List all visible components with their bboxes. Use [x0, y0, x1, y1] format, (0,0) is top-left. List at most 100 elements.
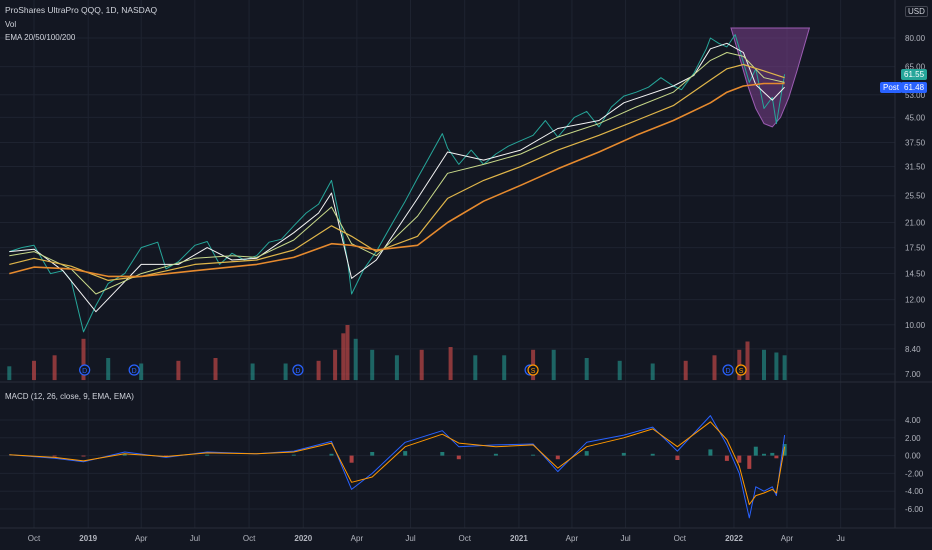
volume-bar-18: [448, 347, 453, 380]
volume-bar-10: [316, 360, 321, 381]
macd-histogram-bar-5: [205, 454, 210, 456]
chart-title: ProShares UltraPro QQQ, 1D, NASDAQ: [5, 5, 158, 15]
macd-histogram-bar-28: [774, 455, 779, 459]
event-marker-label-2: D: [295, 368, 300, 375]
macd-histogram-bar-12: [440, 452, 445, 456]
volume-bar-2: [52, 355, 57, 381]
price-tick-label-11: 10.00: [905, 321, 926, 330]
vol-label: Vol: [5, 20, 17, 29]
time-tick-label-15: Ju: [836, 534, 844, 543]
price-tick-label-6: 25.50: [905, 192, 926, 201]
volume-bar-31: [774, 352, 779, 380]
time-tick-label-4: Oct: [243, 534, 256, 543]
price-tick-label-3: 45.00: [905, 113, 926, 122]
post-tag: Post: [880, 82, 903, 93]
macd-tick-label-3: -2.00: [905, 469, 924, 478]
time-tick-label-11: Jul: [620, 534, 630, 543]
time-tick-label-7: Jul: [405, 534, 415, 543]
series-line-ema-200: [9, 82, 785, 278]
time-tick-label-14: Apr: [781, 534, 794, 543]
price-tick-label-7: 21.00: [905, 219, 926, 228]
time-tick-label-1: 2019: [79, 534, 97, 543]
time-tick-label-3: Jul: [190, 534, 200, 543]
macd-histogram-bar-27: [770, 452, 775, 456]
macd-histogram-bar-16: [555, 455, 560, 460]
macd-histogram-bar-10: [370, 452, 375, 456]
time-tick-label-6: Apr: [351, 534, 364, 543]
event-marker-0: [79, 364, 91, 376]
volume-bar-26: [683, 360, 688, 381]
price-tick-label-1: 65.00: [905, 63, 926, 72]
volume-bar-8: [250, 363, 255, 380]
macd-histogram-bar-18: [621, 452, 626, 456]
currency-label[interactable]: USD: [905, 6, 928, 17]
volume-bar-6: [176, 360, 181, 381]
event-marker-4: [527, 364, 539, 376]
macd-histogram-bar-1: [52, 455, 57, 457]
macd-histogram-bar-2: [81, 455, 86, 457]
price-tick-label-12: 8.40: [905, 345, 921, 354]
macd-histogram-bar-19: [650, 453, 655, 456]
time-tick-label-13: 2022: [725, 534, 743, 543]
volume-bar-3: [81, 338, 86, 381]
volume-bar-19: [473, 355, 478, 381]
macd-histogram-bar-25: [753, 446, 758, 456]
price-tick-label-0: 80.00: [905, 34, 926, 43]
macd-histogram-bar-8: [329, 453, 334, 456]
macd-line-macd: [9, 415, 786, 519]
series-line-ema-50: [9, 52, 785, 295]
macd-histogram-bar-13: [456, 455, 461, 460]
post-price-badge: 61.48: [901, 82, 928, 93]
volume-bar-32: [782, 355, 787, 381]
volume-bar-7: [213, 358, 218, 380]
time-tick-label-5: 2020: [294, 534, 312, 543]
cup-pattern-overlay: [730, 27, 811, 128]
volume-bar-24: [617, 360, 622, 381]
macd-tick-label-0: 4.00: [905, 416, 921, 425]
volume-bar-25: [650, 363, 655, 380]
volume-bar-22: [551, 349, 556, 381]
macd-histogram-bar-17: [584, 451, 589, 456]
macd-histogram-bar-3: [122, 453, 127, 456]
event-marker-label-1: D: [132, 368, 137, 375]
volume-bar-4: [106, 358, 111, 380]
event-marker-6: [735, 364, 747, 376]
price-tick-label-13: 7.00: [905, 370, 921, 379]
macd-histogram-bar-21: [708, 449, 713, 456]
ema-label: EMA 20/50/100/200: [5, 33, 76, 42]
volume-bar-23: [584, 358, 589, 380]
time-tick-label-12: Oct: [674, 534, 687, 543]
volume-bar-0: [7, 366, 12, 381]
event-marker-label-6: S: [739, 368, 744, 375]
macd-histogram-bar-15: [531, 454, 536, 456]
time-tick-label-2: Apr: [135, 534, 148, 543]
macd-histogram-bar-7: [291, 454, 296, 456]
macd-histogram-bar-20: [675, 455, 680, 460]
price-tick-label-2: 53.00: [905, 91, 926, 100]
macd-tick-label-4: -4.00: [905, 487, 924, 496]
volume-bar-29: [745, 341, 750, 380]
price-tick-label-9: 14.50: [905, 270, 926, 279]
volume-bar-1: [32, 360, 36, 381]
event-marker-1: [128, 364, 140, 376]
event-marker-2: [292, 364, 304, 376]
volume-bar-5: [139, 363, 144, 380]
series-line-price: [9, 34, 786, 333]
series-line-ema-20: [9, 42, 785, 313]
volume-bar-13: [345, 325, 350, 380]
macd-label: MACD (12, 26, close, 9, EMA, EMA): [5, 392, 134, 401]
volume-bar-12: [341, 333, 346, 381]
volume-bar-15: [370, 349, 375, 381]
time-tick-label-0: Oct: [28, 534, 41, 543]
event-marker-5: [722, 364, 734, 376]
macd-histogram-bar-22: [724, 455, 729, 461]
volume-bar-9: [283, 363, 288, 380]
event-marker-label-0: D: [82, 368, 87, 375]
event-marker-label-4: S: [531, 368, 536, 375]
volume-bar-30: [762, 349, 766, 381]
volume-bar-17: [419, 349, 424, 381]
macd-histogram-bar-23: [737, 455, 742, 463]
macd-histogram-bar-26: [762, 453, 766, 456]
macd-histogram-bar-24: [747, 455, 752, 469]
